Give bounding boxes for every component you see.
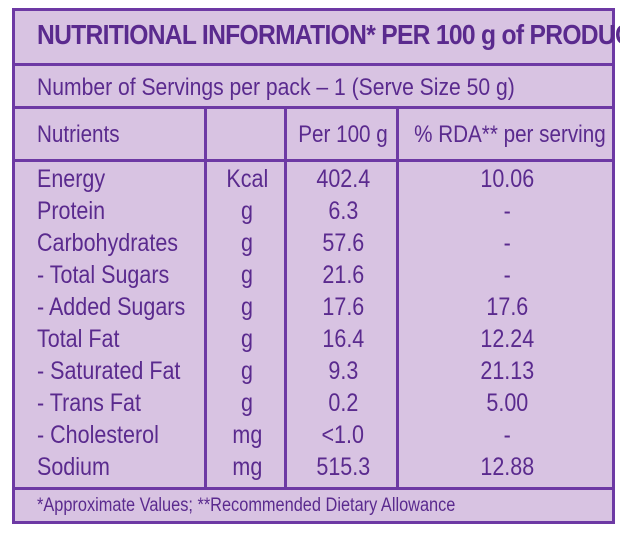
servings-text: Number of Servings per pack – 1 (Serve S… bbox=[37, 74, 515, 101]
nutrient-rda: 12.24 bbox=[480, 325, 534, 353]
nutrient-unit: g bbox=[241, 357, 253, 385]
nutrient-per-100g: 9.3 bbox=[328, 357, 358, 385]
nutrient-name: - Trans Fat bbox=[37, 389, 141, 417]
nutrient-rda: 17.6 bbox=[486, 293, 528, 321]
column-divider-1 bbox=[204, 109, 207, 487]
nutrient-rda: 12.88 bbox=[480, 453, 534, 481]
nutrient-unit: Kcal bbox=[226, 165, 268, 193]
footnote-text: *Approximate Values; **Recommended Dieta… bbox=[37, 495, 456, 516]
servings-row: Number of Servings per pack – 1 (Serve S… bbox=[15, 66, 612, 109]
nutrient-per-100g: 17.6 bbox=[322, 293, 364, 321]
header-nutrients: Nutrients bbox=[37, 121, 120, 148]
nutrient-unit: g bbox=[241, 261, 253, 289]
header-row: Nutrients Per 100 g % RDA** per serving bbox=[15, 109, 612, 162]
nutrient-per-100g: 21.6 bbox=[322, 261, 364, 289]
nutrient-row: - Added Sugars g 17.6 17.6 bbox=[15, 293, 612, 325]
header-rda: % RDA** per serving bbox=[414, 121, 606, 148]
nutrient-name: Carbohydrates bbox=[37, 229, 179, 257]
nutrient-row: Energy Kcal 402.4 10.06 bbox=[15, 165, 612, 197]
nutrient-name: Total Fat bbox=[37, 325, 120, 353]
nutrient-name: - Added Sugars bbox=[37, 293, 186, 321]
nutrient-unit: mg bbox=[232, 421, 262, 449]
footnote-row: *Approximate Values; **Recommended Dieta… bbox=[15, 487, 612, 521]
nutrient-per-100g: 402.4 bbox=[316, 165, 370, 193]
nutrient-rda: - bbox=[503, 421, 511, 449]
nutrient-rda: - bbox=[503, 261, 511, 289]
nutrient-row: - Trans Fat g 0.2 5.00 bbox=[15, 389, 612, 421]
nutrient-per-100g: <1.0 bbox=[321, 421, 365, 449]
nutrient-rda: - bbox=[503, 229, 511, 257]
nutrient-per-100g: 6.3 bbox=[328, 197, 358, 225]
nutrient-row: Protein g 6.3 - bbox=[15, 197, 612, 229]
nutrient-per-100g: 0.2 bbox=[328, 389, 358, 417]
header-per-100g: Per 100 g bbox=[298, 121, 388, 148]
nutrient-row: - Total Sugars g 21.6 - bbox=[15, 261, 612, 293]
nutrient-rda: 10.06 bbox=[480, 165, 534, 193]
nutrient-name: - Saturated Fat bbox=[37, 357, 181, 385]
title-row: NUTRITIONAL INFORMATION* PER 100 g of PR… bbox=[15, 11, 620, 66]
nutrient-row: Sodium mg 515.3 12.88 bbox=[15, 453, 612, 485]
nutrient-row: - Saturated Fat g 9.3 21.13 bbox=[15, 357, 612, 389]
nutrient-unit: g bbox=[241, 197, 253, 225]
nutrient-unit: g bbox=[241, 293, 253, 321]
nutrient-name: Protein bbox=[37, 197, 106, 225]
nutrient-name: - Total Sugars bbox=[37, 261, 170, 289]
nutrient-unit: g bbox=[241, 229, 253, 257]
nutrient-row: - Cholesterol mg <1.0 - bbox=[15, 421, 612, 453]
nutrient-rda: 21.13 bbox=[480, 357, 534, 385]
nutrient-unit: mg bbox=[232, 453, 262, 481]
nutrient-per-100g: 57.6 bbox=[322, 229, 364, 257]
panel-title: NUTRITIONAL INFORMATION* PER 100 g of PR… bbox=[37, 19, 620, 50]
nutrient-per-100g: 16.4 bbox=[322, 325, 364, 353]
nutrient-row: Carbohydrates g 57.6 - bbox=[15, 229, 612, 261]
nutrient-per-100g: 515.3 bbox=[316, 453, 370, 481]
nutrient-unit: g bbox=[241, 389, 253, 417]
nutrient-name: Energy bbox=[37, 165, 106, 193]
column-divider-2 bbox=[284, 109, 287, 487]
column-divider-3 bbox=[396, 109, 399, 487]
nutrient-name: Sodium bbox=[37, 453, 110, 481]
nutrient-unit: g bbox=[241, 325, 253, 353]
nutrient-row: Total Fat g 16.4 12.24 bbox=[15, 325, 612, 357]
nutrition-panel: NUTRITIONAL INFORMATION* PER 100 g of PR… bbox=[12, 8, 620, 524]
nutrient-rda: - bbox=[503, 197, 511, 225]
nutrient-rda: 5.00 bbox=[486, 389, 528, 417]
nutrient-name: - Cholesterol bbox=[37, 421, 159, 449]
